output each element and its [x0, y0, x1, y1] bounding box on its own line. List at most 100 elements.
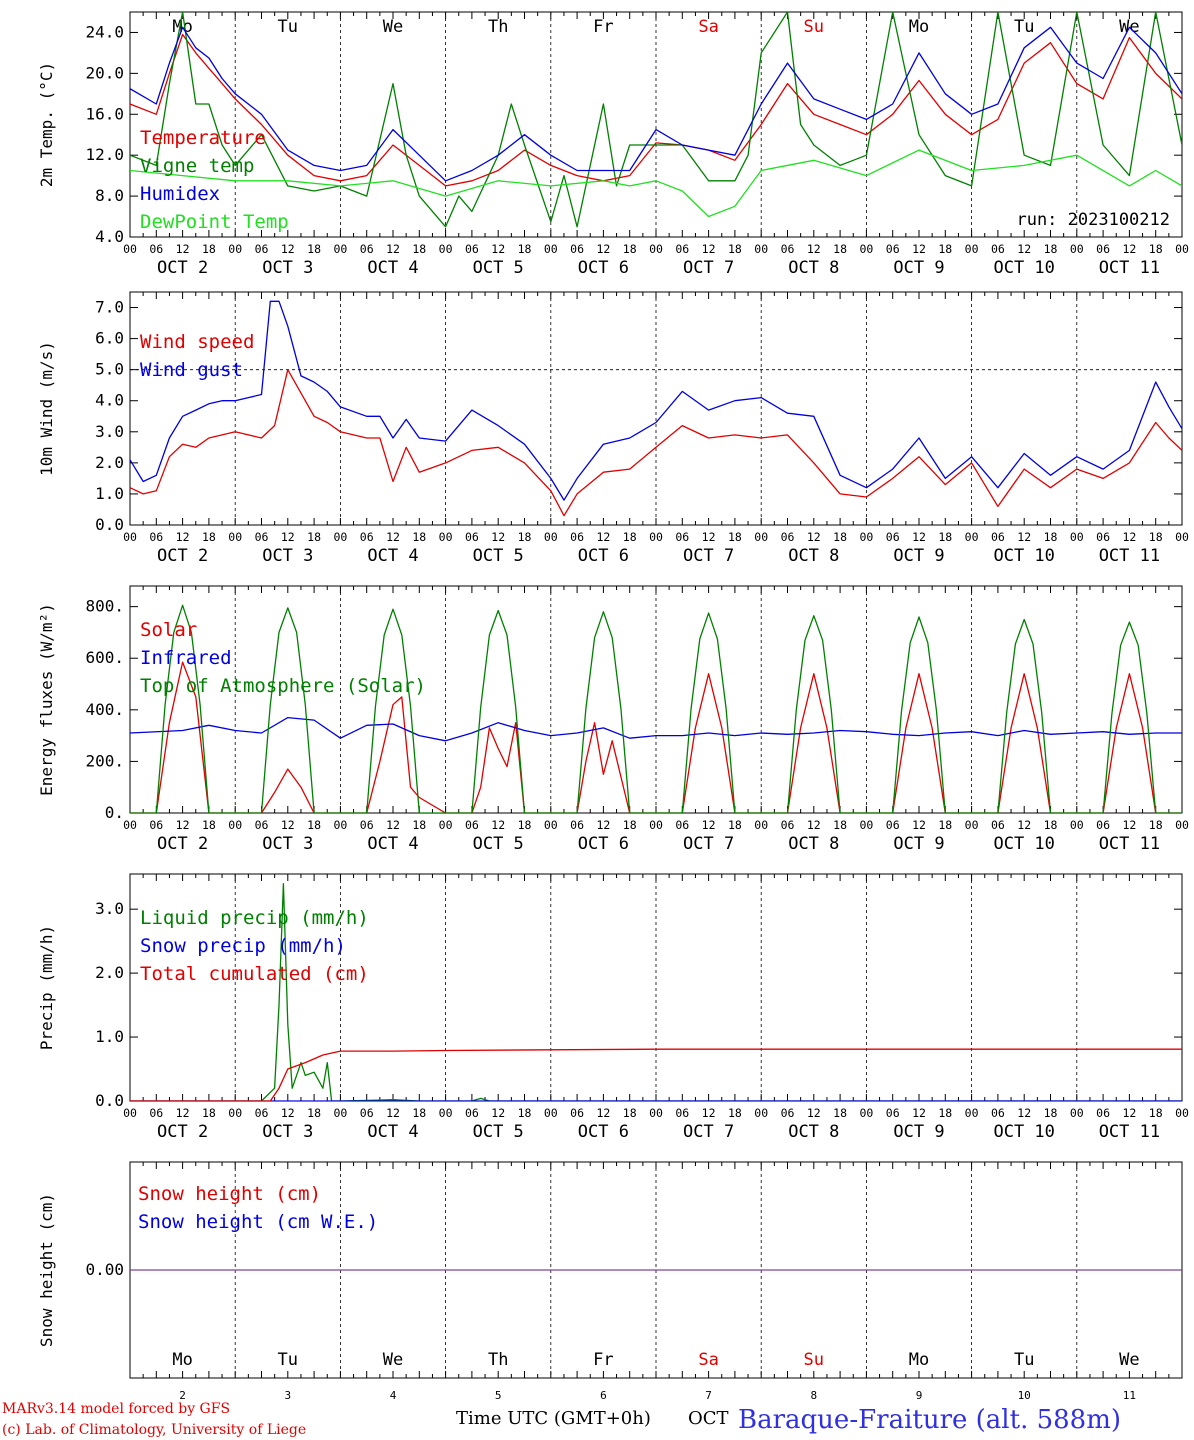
date-label: OCT 4 — [367, 834, 418, 854]
y-axis-label: Snow height (cm) — [37, 1193, 56, 1347]
date-label: OCT 11 — [1099, 258, 1160, 278]
hour-tick-label: 18 — [1044, 818, 1058, 832]
hour-tick-label: 18 — [518, 818, 532, 832]
legend-entry: Snow precip (mm/h) — [140, 935, 346, 957]
hour-tick-label: 18 — [728, 242, 742, 256]
hour-tick-label: 18 — [833, 242, 847, 256]
series-wind-speed-line — [130, 369, 1182, 517]
day-number-label: 10 — [1018, 1389, 1031, 1402]
weekday-label: We — [383, 1350, 403, 1370]
hour-tick-label: 00 — [333, 530, 347, 544]
hour-tick-label: 00 — [859, 818, 873, 832]
hour-tick-label: 00 — [333, 818, 347, 832]
hour-tick-label: 18 — [307, 242, 321, 256]
hour-tick-label: 06 — [570, 242, 584, 256]
date-label: OCT 4 — [367, 1122, 418, 1142]
panel-2: 00 06 12 18 00 06 12 18 00 06 12 18 00 06 12 18 00 06 12 18… — [37, 291, 1189, 566]
hour-tick-label: 06 — [570, 1106, 584, 1120]
hour-tick-label: 00 — [649, 530, 663, 544]
weekday-label: Tu — [1014, 17, 1034, 37]
date-label: OCT 10 — [993, 258, 1054, 278]
y-tick-label: 24.0 — [85, 22, 124, 41]
y-axis-label: Precip (mm/h) — [37, 925, 56, 1050]
weekday-label: Tu — [278, 1350, 298, 1370]
hour-tick-label: 12 — [491, 242, 505, 256]
y-tick-label: 200. — [85, 751, 124, 770]
y-tick-label: 8.0 — [95, 186, 124, 205]
hour-tick-label: 00 — [965, 818, 979, 832]
date-label: OCT 5 — [473, 546, 524, 566]
hour-tick-label: 00 — [544, 818, 558, 832]
hour-tick-label: 06 — [886, 1106, 900, 1120]
hour-tick-label: 06 — [149, 242, 163, 256]
hour-tick-label: 18 — [833, 530, 847, 544]
date-label: OCT 8 — [788, 1122, 839, 1142]
date-label: OCT 2 — [157, 546, 208, 566]
panel-1: 00 06 12 18 00 06 12 18 00 06 12 18 00 06 12 18 00 06 12 18… — [37, 11, 1189, 278]
hour-tick-label: 00 — [544, 1106, 558, 1120]
footer: MARv3.14 model forced by GFS (c) Lab. of… — [2, 1401, 1121, 1438]
legend-entry: Solar — [140, 619, 197, 641]
hour-tick-label: 12 — [912, 818, 926, 832]
hour-tick-label: 06 — [991, 1106, 1005, 1120]
date-label: OCT 5 — [473, 1122, 524, 1142]
series-dewpoint-temp-line — [130, 149, 1182, 218]
y-tick-label: 3.0 — [95, 422, 124, 441]
date-label: OCT 7 — [683, 258, 734, 278]
legend-entry: Snow height (cm W.E.) — [138, 1211, 378, 1233]
hour-tick-label: 06 — [781, 530, 795, 544]
weekday-label: Sa — [698, 17, 718, 37]
hour-tick-label: 06 — [570, 818, 584, 832]
y-tick-label: 4.0 — [95, 391, 124, 410]
hour-tick-label: 18 — [623, 242, 637, 256]
hour-tick-label: 06 — [675, 530, 689, 544]
legend-entry: Infrared — [140, 647, 232, 669]
series-wind-gust-line — [130, 300, 1182, 501]
hour-tick-label: 18 — [307, 1106, 321, 1120]
hour-tick-label: 12 — [386, 1106, 400, 1120]
day-number-label: 4 — [390, 1389, 397, 1402]
legend-entry: Top of Atmosphere (Solar) — [140, 675, 426, 697]
date-label: OCT 7 — [683, 546, 734, 566]
hour-tick-label: 18 — [1044, 1106, 1058, 1120]
hour-tick-label: 00 — [1070, 1106, 1084, 1120]
hour-tick-label: 12 — [176, 530, 190, 544]
hour-tick-label: 12 — [176, 818, 190, 832]
legend-entry: Liquid precip (mm/h) — [140, 907, 369, 929]
hour-tick-label: 00 — [123, 1106, 137, 1120]
hour-tick-label: 06 — [255, 1106, 269, 1120]
series-solar-line — [130, 661, 1182, 813]
hour-tick-label: 12 — [702, 1106, 716, 1120]
day-number-label: 9 — [916, 1389, 923, 1402]
hour-tick-label: 06 — [886, 530, 900, 544]
hour-tick-label: 18 — [202, 1106, 216, 1120]
hour-tick-label: 00 — [1175, 242, 1189, 256]
hour-tick-label: 18 — [1149, 242, 1163, 256]
hour-tick-label: 00 — [649, 242, 663, 256]
date-label: OCT 3 — [262, 258, 313, 278]
hour-tick-label: 00 — [1070, 530, 1084, 544]
y-tick-label: 600. — [85, 648, 124, 667]
hour-tick-label: 18 — [518, 1106, 532, 1120]
hour-tick-label: 06 — [360, 242, 374, 256]
hour-tick-label: 12 — [807, 1106, 821, 1120]
run-annotation: run: 2023100212 — [1016, 210, 1170, 230]
date-label: OCT 7 — [683, 1122, 734, 1142]
date-label: OCT 9 — [893, 546, 944, 566]
date-label: OCT 8 — [788, 258, 839, 278]
station-title: Baraque-Fraiture (alt. 588m) — [738, 1405, 1121, 1435]
hour-tick-label: 12 — [1017, 1106, 1031, 1120]
model-credit: MARv3.14 model forced by GFS — [2, 1401, 230, 1417]
date-label: OCT 9 — [893, 258, 944, 278]
date-label: OCT 7 — [683, 834, 734, 854]
date-label: OCT 3 — [262, 546, 313, 566]
y-tick-label: 7.0 — [95, 298, 124, 317]
hour-tick-label: 18 — [623, 530, 637, 544]
y-tick-label: 4.0 — [95, 227, 124, 246]
hour-tick-label: 00 — [228, 530, 242, 544]
hour-tick-label: 06 — [360, 1106, 374, 1120]
hour-tick-label: 00 — [1175, 1106, 1189, 1120]
hour-tick-label: 12 — [596, 242, 610, 256]
day-number-label: 2 — [179, 1389, 186, 1402]
